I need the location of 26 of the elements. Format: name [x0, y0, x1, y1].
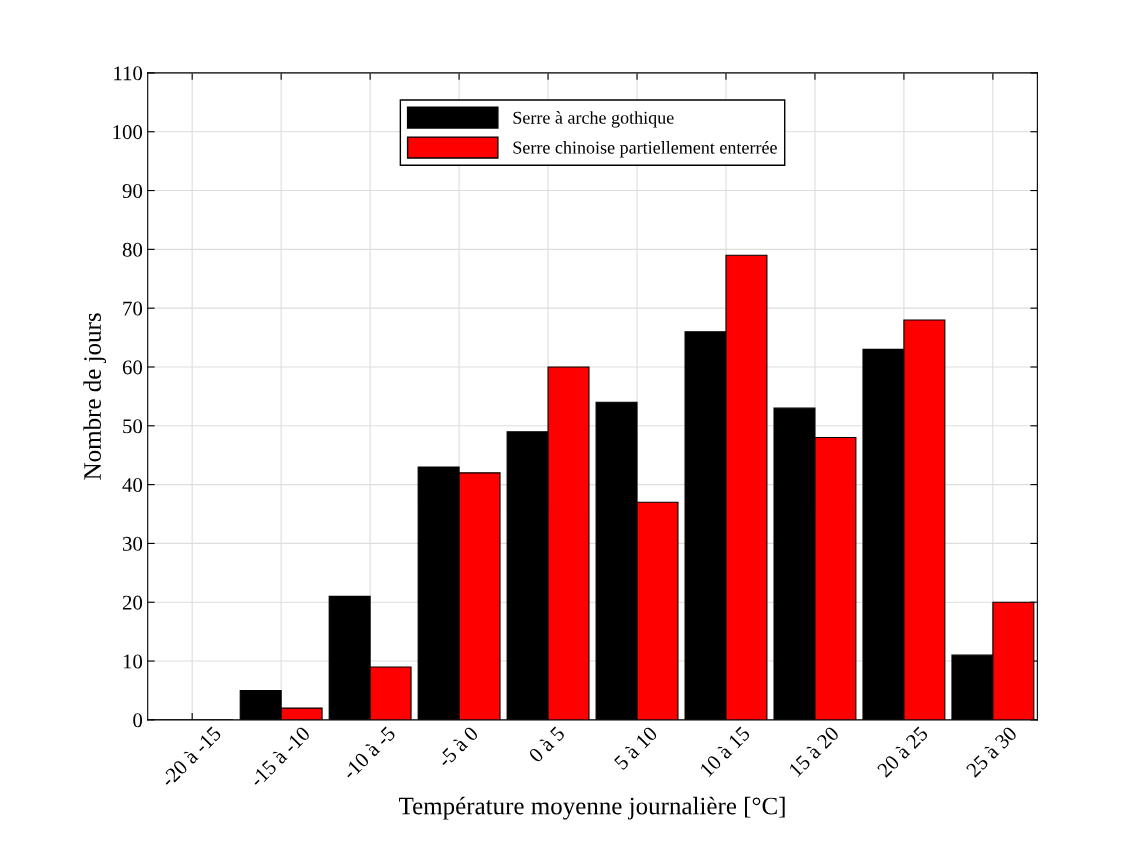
y-tick-label: 10 [123, 654, 143, 669]
y-tick-label: 90 [122, 183, 143, 198]
x-tick-label: -10 à -5 [341, 725, 397, 781]
y-axis-title: Nombre de jours [83, 313, 107, 480]
y-tick-label: 30 [123, 536, 143, 551]
y-tick-label: 40 [122, 477, 143, 493]
x-tick-label: 15 à 20 [787, 725, 840, 778]
x-tick-label: -20 à -15 [159, 725, 222, 788]
legend-label: Serre chinoise partiellement enterrée [513, 140, 777, 158]
x-tick-label: 25 à 30 [965, 725, 1018, 778]
legend-label: Serre à arche gothique [513, 111, 674, 128]
x-tick-label: -15 à -10 [248, 725, 311, 788]
x-tick-label: 0 à 5 [527, 725, 566, 764]
y-tick-label: 70 [123, 301, 143, 316]
y-tick-label: 80 [122, 242, 143, 257]
y-tick-label: 110 [114, 66, 143, 81]
y-tick-label: 20 [122, 595, 143, 610]
x-tick-label: 5 à 10 [613, 725, 659, 771]
y-tick-label: 0 [133, 713, 143, 728]
x-tick-label: -5 à 0 [436, 725, 479, 769]
x-axis-title: Température moyenne journalière [°C] [399, 796, 785, 820]
x-tick-label: 20 à 25 [876, 725, 929, 778]
y-tick-label: 100 [113, 125, 143, 140]
y-tick-label: 60 [122, 360, 143, 375]
y-tick-label: 50 [123, 419, 143, 434]
x-tick-label: 10 à 15 [698, 725, 751, 778]
